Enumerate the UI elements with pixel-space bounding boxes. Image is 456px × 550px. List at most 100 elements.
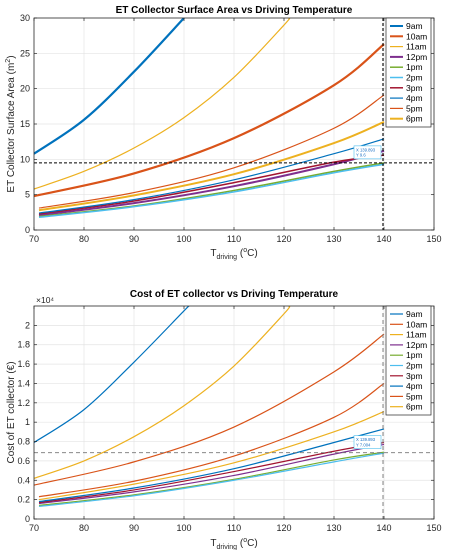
datatip-text: Y 9.6 xyxy=(356,153,366,158)
legend-label-12pm: 12pm xyxy=(406,340,427,350)
datatip-crosshair xyxy=(34,306,434,519)
legend-label-11am: 11am xyxy=(406,330,427,340)
x-tick-label: 130 xyxy=(326,523,341,533)
legend-label-2pm: 2pm xyxy=(406,73,423,83)
x-tick-label: 100 xyxy=(176,234,191,244)
legend-label-1pm: 1pm xyxy=(406,62,423,72)
x-tick-label: 140 xyxy=(376,523,391,533)
series-line-1pm xyxy=(38,451,385,507)
y-tick-label: 1.6 xyxy=(17,359,30,369)
grid xyxy=(34,18,434,230)
x-tick-label: 120 xyxy=(276,234,291,244)
y-tick-label: 0 xyxy=(25,514,30,524)
series-line-10am xyxy=(34,43,385,198)
y-tick-label: 10 xyxy=(20,154,30,164)
series-line-10am xyxy=(34,333,385,486)
x-tick-label: 100 xyxy=(176,523,191,533)
x-tick-label: 70 xyxy=(29,523,39,533)
series-line-11am xyxy=(34,18,291,190)
y-tick-label: 5 xyxy=(25,190,30,200)
x-axis-label: Tdriving (oC) xyxy=(210,247,257,261)
y-tick-label: 2 xyxy=(25,320,30,330)
y-tick-label: 25 xyxy=(20,48,30,58)
x-tick-label: 70 xyxy=(29,234,39,244)
y-tick-label: 1.4 xyxy=(17,378,30,388)
chart-title: ET Collector Surface Area vs Driving Tem… xyxy=(116,5,353,16)
legend-label-4pm: 4pm xyxy=(406,93,423,103)
y-tick-label: 0 xyxy=(25,225,30,235)
datatip-text: X 139.893 xyxy=(356,147,376,152)
y-tick-label: 20 xyxy=(20,84,30,94)
ticks: 70 80 90 100 110 120 130 140 150 0 5 10 15 20 25 30 xyxy=(20,13,442,244)
x-tick-label: 110 xyxy=(227,234,241,244)
series-line-3pm xyxy=(38,154,385,215)
x-tick-label: 90 xyxy=(129,523,139,533)
y-tick-label: 30 xyxy=(20,13,30,23)
x-tick-label: 150 xyxy=(426,234,441,244)
x-tick-label: 110 xyxy=(227,523,241,533)
x-tick-label: 140 xyxy=(376,234,391,244)
legend-label-6pm: 6pm xyxy=(406,402,423,412)
legend-label-10am: 10am xyxy=(406,31,427,41)
x-tick-label: 80 xyxy=(79,523,89,533)
y-tick-label: 0.6 xyxy=(17,456,30,466)
y-tick-label: 0.4 xyxy=(17,475,30,485)
legend-label-4pm: 4pm xyxy=(406,381,423,391)
x-tick-label: 120 xyxy=(276,523,291,533)
legend-label-11am: 11am xyxy=(406,42,427,52)
series-line-3pm xyxy=(38,441,385,504)
chart-title: Cost of ET collector vs Driving Temperat… xyxy=(130,289,339,300)
legend-label-3pm: 3pm xyxy=(406,371,423,381)
legend-label-1pm: 1pm xyxy=(406,350,423,360)
datatip-crosshair xyxy=(34,18,434,230)
y-exponent-label: ×10⁴ xyxy=(36,295,54,305)
series-line-6pm xyxy=(38,410,385,501)
x-tick-label: 90 xyxy=(129,234,139,244)
legend-label-6pm: 6pm xyxy=(406,114,423,124)
y-tick-label: 1.2 xyxy=(17,398,30,408)
series-line-2pm xyxy=(38,163,385,219)
series-line-5pm xyxy=(38,94,385,209)
series-line-4pm xyxy=(38,428,385,503)
x-tick-label: 80 xyxy=(79,234,89,244)
x-axis-label: Tdriving (oC) xyxy=(210,537,257,550)
series-line-5pm xyxy=(38,382,385,498)
datatip-box xyxy=(353,435,382,449)
legend-label-12pm: 12pm xyxy=(406,52,427,62)
legend-label-5pm: 5pm xyxy=(406,391,423,401)
series-group xyxy=(34,306,385,508)
grid xyxy=(34,306,434,519)
ticks: 70 80 90 100 110 120 130 140 150 0 0.2 0.4 0.6 0.8 1 1.… xyxy=(17,306,442,533)
datatip-text: Y 7.004 xyxy=(356,442,371,447)
series-line-11am xyxy=(34,306,291,479)
y-tick-label: 1.8 xyxy=(17,340,30,350)
datatip-box xyxy=(353,145,382,160)
y-tick-label: 0.8 xyxy=(17,437,30,447)
datatip-text: X 139.893 xyxy=(356,437,376,442)
series-line-6pm xyxy=(38,120,385,212)
x-tick-label: 150 xyxy=(426,523,441,533)
x-tick-label: 130 xyxy=(326,234,341,244)
y-axis-label: Cost of ET collector (€) xyxy=(6,361,17,463)
series-line-2pm xyxy=(38,452,385,508)
legend-label-3pm: 3pm xyxy=(406,83,423,93)
legend-label-9am: 9am xyxy=(406,21,423,31)
series-group xyxy=(34,18,385,219)
legend-label-10am: 10am xyxy=(406,319,427,329)
legend-label-5pm: 5pm xyxy=(406,103,423,113)
series-line-4pm xyxy=(38,138,385,214)
series-line-12pm xyxy=(38,149,385,217)
legend-label-2pm: 2pm xyxy=(406,361,423,371)
y-tick-label: 0.2 xyxy=(17,495,30,505)
y-tick-label: 1 xyxy=(25,417,30,427)
y-axis-label: ET Collector Surface Area (m2) xyxy=(5,55,17,192)
series-line-9am xyxy=(34,18,185,155)
y-tick-label: 15 xyxy=(20,119,30,129)
